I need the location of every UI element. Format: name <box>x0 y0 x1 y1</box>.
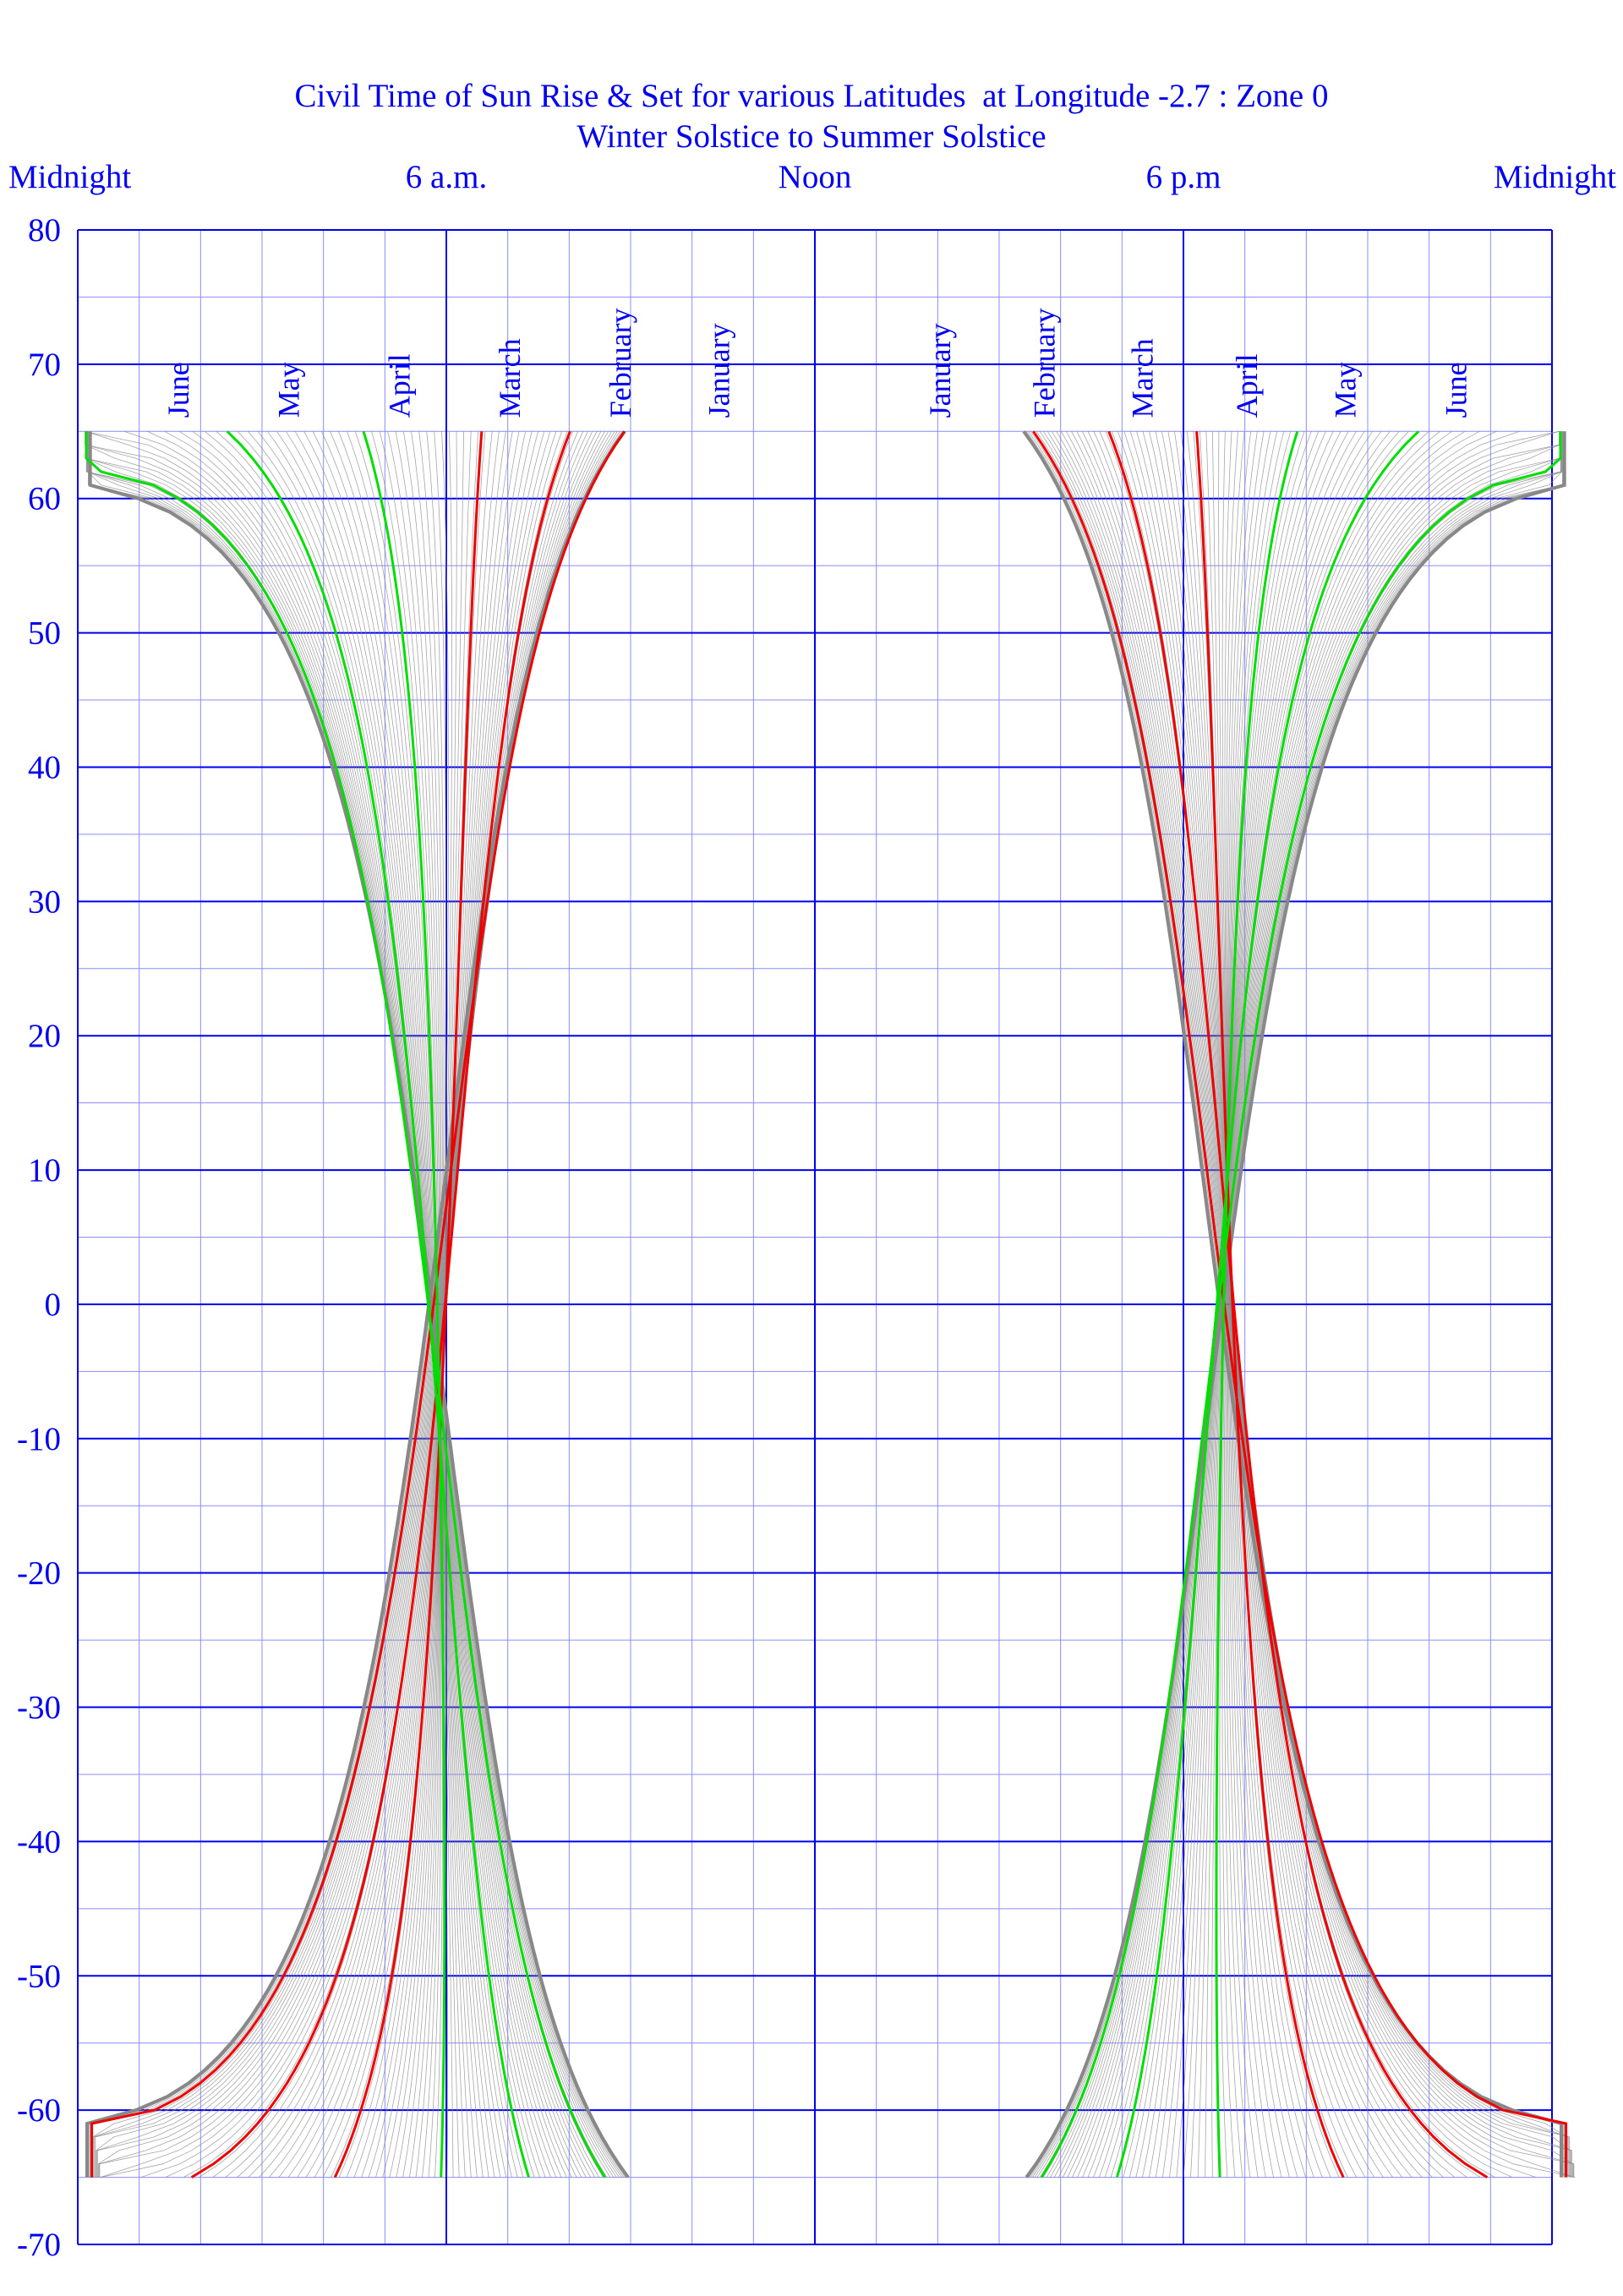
sunrise-daily-curve <box>402 431 442 2178</box>
y-tick-label: 80 <box>28 212 61 249</box>
chart-subtitle: Winter Solstice to Summer Solstice <box>577 118 1046 155</box>
x-axis-labels: Midnight 6 a.m. Noon 6 p.m Midnight <box>8 159 1616 195</box>
sunrise-daily-curve <box>389 431 445 2178</box>
y-tick-label: 0 <box>45 1287 62 1323</box>
sunrise-month-label: May <box>272 362 306 418</box>
sunrise-month-label: June <box>161 362 195 418</box>
y-tick-label: -60 <box>17 2092 61 2129</box>
sunset-daily-curve <box>1226 431 1265 2178</box>
sunset-daily-curve <box>1221 431 1306 2178</box>
sunrise-curve-april <box>362 430 446 2178</box>
sunset-daily-curve <box>1224 431 1298 2178</box>
sunset-daily-curve <box>1227 431 1266 2178</box>
y-tick-label: -10 <box>17 1421 61 1457</box>
sunset-daily-curve <box>1225 431 1271 2178</box>
sunrise-daily-curve <box>338 431 460 2178</box>
y-tick-label: 20 <box>28 1018 61 1054</box>
month-curves <box>85 430 1568 2178</box>
sunset-month-label: April <box>1230 353 1264 418</box>
sunrise-curve-june <box>85 431 606 2178</box>
sunset-month-label: May <box>1329 362 1363 418</box>
sunrise-month-label: January <box>702 323 735 418</box>
x-tick-label: Midnight <box>8 159 131 195</box>
sunset-month-label: June <box>1439 362 1473 418</box>
sunset-month-label: January <box>923 323 957 418</box>
sunset-daily-curve <box>1227 431 1282 2178</box>
sunset-curve-april <box>1215 430 1299 2178</box>
x-tick-label: Noon <box>779 159 852 195</box>
chart-title: Civil Time of Sun Rise & Set for various… <box>295 78 1329 114</box>
y-tick-label: -70 <box>17 2227 61 2263</box>
sunset-daily-curve <box>1218 431 1314 2178</box>
y-tick-label: 70 <box>28 347 61 383</box>
x-tick-label: Midnight <box>1494 159 1616 195</box>
sunrise-month-label: April <box>382 353 416 418</box>
sunrise-curve-march <box>333 431 484 2178</box>
x-tick-label: 6 p.m <box>1146 159 1221 195</box>
sunset-curve-june <box>1040 431 1562 2178</box>
x-tick-label: 6 a.m. <box>406 159 487 195</box>
sunrise-daily-curve <box>382 431 446 2178</box>
sunrise-daily-curve <box>395 431 441 2178</box>
sunrise-daily-curve <box>379 431 442 2178</box>
sunset-month-label: March <box>1126 338 1160 418</box>
y-tick-label: 10 <box>28 1152 61 1189</box>
y-tick-label: -40 <box>17 1823 61 1860</box>
y-tick-label: 60 <box>28 481 61 517</box>
sunrise-daily-curve <box>396 431 443 2178</box>
y-tick-label: 40 <box>28 749 61 785</box>
y-tick-label: -50 <box>17 1958 61 1994</box>
sunrise-month-label: February <box>604 308 637 418</box>
sunrise-curve-january <box>90 430 626 2178</box>
sunset-curve-may <box>1115 430 1420 2178</box>
y-tick-label: 50 <box>28 615 61 652</box>
sunset-curve-march <box>1195 431 1345 2178</box>
y-tick-label: -30 <box>17 1690 61 1726</box>
sunrise-daily-curve <box>387 431 441 2178</box>
y-tick-label: 30 <box>28 883 61 920</box>
sunset-daily-curve <box>1226 431 1290 2178</box>
sunrise-solstice-outline <box>88 431 630 2178</box>
sunset-month-label: February <box>1027 308 1061 418</box>
month-labels: June May April March February January January F… <box>161 308 1473 418</box>
sunset-daily-curve <box>1227 431 1274 2178</box>
sunrise-month-label: March <box>493 338 527 418</box>
sunset-daily-curve <box>1223 431 1278 2178</box>
y-axis-labels: 80 70 60 50 40 30 20 10 0 -10 -20 -30 -40 -50 -60 -70 <box>17 212 61 2263</box>
sunrise-daily-curve <box>375 431 449 2178</box>
y-tick-label: -20 <box>17 1555 61 1592</box>
sunrise-daily-curve <box>402 431 441 2178</box>
